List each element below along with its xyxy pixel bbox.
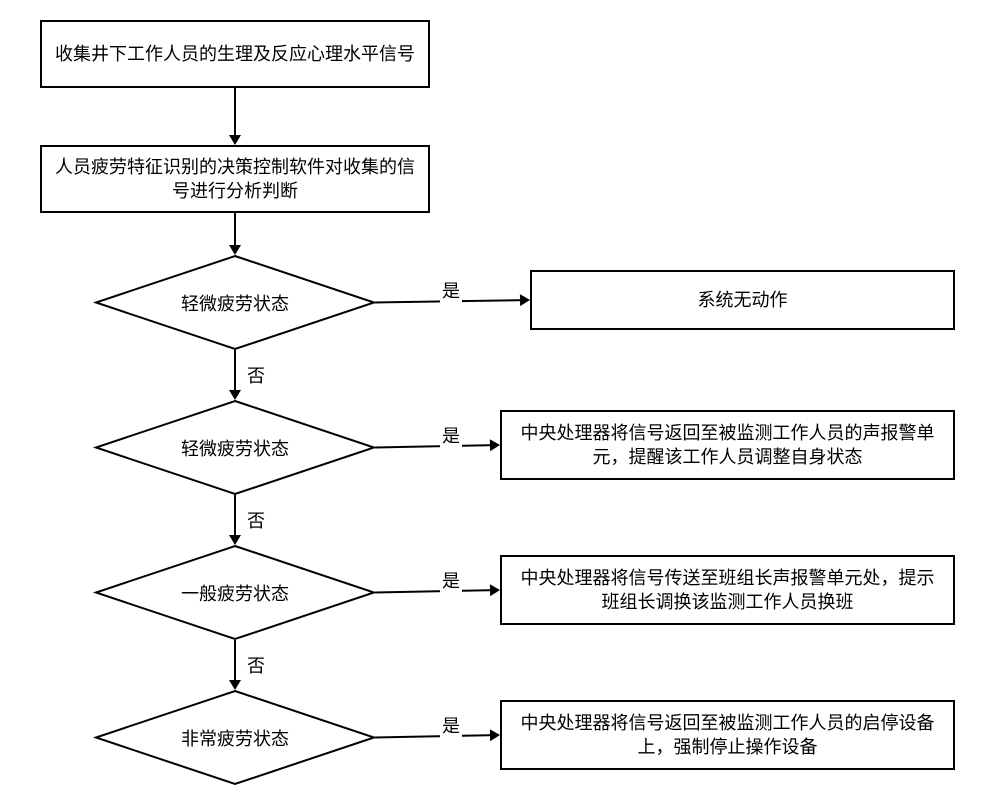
flow-box-alarm-lead: 中央处理器将信号传送至班组长声报警单元处，提示班组长调换该监测工作人员换班 bbox=[500, 555, 955, 625]
edge-d3-r3 bbox=[360, 575, 515, 608]
flow-decision-1-shape bbox=[95, 255, 375, 350]
edge-label-yes-1: 是 bbox=[440, 277, 462, 303]
edge-d2-r2 bbox=[360, 430, 515, 463]
edge-label-yes-4: 是 bbox=[440, 712, 462, 738]
flow-box-stop: 中央处理器将信号返回至被监测工作人员的启停设备上，强制停止操作设备 bbox=[500, 700, 955, 770]
flow-box-noaction: 系统无动作 bbox=[530, 270, 955, 330]
flow-decision-3-shape bbox=[95, 545, 375, 640]
edge-label-no-3: 否 bbox=[245, 652, 267, 678]
edge-label-no-1: 否 bbox=[245, 362, 267, 388]
edge-label-no-2: 否 bbox=[245, 507, 267, 533]
edge-label-yes-2: 是 bbox=[440, 422, 462, 448]
edge-d4-r4 bbox=[360, 720, 515, 753]
flow-box-alarm-self: 中央处理器将信号返回至被监测工作人员的声报警单元，提醒该工作人员调整自身状态 bbox=[500, 410, 955, 480]
flow-box-collect: 收集井下工作人员的生理及反应心理水平信号 bbox=[40, 20, 430, 88]
edge-label-yes-3: 是 bbox=[440, 567, 462, 593]
flow-decision-2-shape bbox=[95, 400, 375, 495]
flow-decision-4-shape bbox=[95, 690, 375, 785]
flow-box-analyze: 人员疲劳特征识别的决策控制软件对收集的信号进行分析判断 bbox=[40, 145, 430, 213]
